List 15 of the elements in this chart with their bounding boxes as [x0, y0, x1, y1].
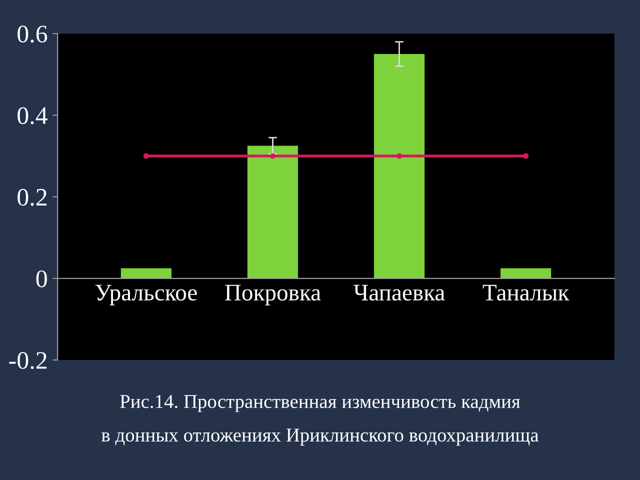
y-tick-label: -0.2	[9, 352, 46, 370]
x-tick-label: Уральское	[95, 284, 197, 306]
bar	[247, 146, 298, 278]
bar	[120, 268, 172, 278]
y-tick-label: 0.2	[18, 188, 46, 206]
text: в донных отложениях Ириклинского водохранилища	[102, 428, 539, 446]
y-tick-label: 0.6	[18, 26, 48, 43]
text: Рис.14. Пространственная изменчивость кадмия	[120, 395, 520, 412]
x-tick-label: Покровка	[225, 284, 321, 306]
bar	[500, 268, 552, 278]
y-tick-label: 0.4	[18, 107, 48, 124]
x-tick-label: Чапаевка	[354, 284, 445, 301]
bar	[374, 54, 425, 278]
x-tick-label: Таналык	[482, 284, 570, 301]
y-tick-label: 0	[36, 270, 47, 288]
